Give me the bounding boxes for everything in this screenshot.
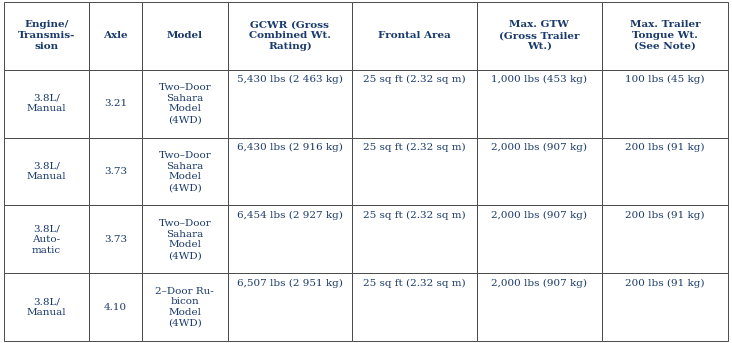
- Bar: [89, 70, 142, 138]
- Bar: [602, 138, 728, 205]
- Bar: [477, 70, 602, 138]
- Text: 6,507 lbs (2 951 kg): 6,507 lbs (2 951 kg): [237, 279, 343, 288]
- Text: Two–Door
Sahara
Model
(4WD): Two–Door Sahara Model (4WD): [158, 151, 212, 192]
- Bar: [4, 205, 89, 273]
- Text: GCWR (Gross
Combined Wt.
Rating): GCWR (Gross Combined Wt. Rating): [249, 20, 331, 51]
- Bar: [4, 70, 89, 138]
- Bar: [602, 273, 728, 341]
- Text: Engine/
Transmis-
sion: Engine/ Transmis- sion: [18, 21, 75, 51]
- Text: 25 sq ft (2.32 sq m): 25 sq ft (2.32 sq m): [363, 211, 466, 220]
- Bar: [228, 2, 352, 70]
- Text: 25 sq ft (2.32 sq m): 25 sq ft (2.32 sq m): [363, 75, 466, 84]
- Bar: [228, 138, 352, 205]
- Bar: [142, 70, 228, 138]
- Bar: [477, 205, 602, 273]
- Text: Model: Model: [167, 31, 203, 40]
- Bar: [602, 2, 728, 70]
- Bar: [89, 2, 142, 70]
- Bar: [142, 2, 228, 70]
- Text: 100 lbs (45 kg): 100 lbs (45 kg): [625, 75, 705, 84]
- Text: 2,000 lbs (907 kg): 2,000 lbs (907 kg): [491, 279, 587, 288]
- Bar: [142, 205, 228, 273]
- Bar: [4, 273, 89, 341]
- Text: 3.21: 3.21: [104, 99, 127, 108]
- Text: 200 lbs (91 kg): 200 lbs (91 kg): [625, 279, 705, 288]
- Bar: [477, 138, 602, 205]
- Text: 6,430 lbs (2 916 kg): 6,430 lbs (2 916 kg): [237, 143, 343, 152]
- Bar: [352, 273, 477, 341]
- Text: 3.73: 3.73: [104, 167, 127, 176]
- Text: 200 lbs (91 kg): 200 lbs (91 kg): [625, 143, 705, 152]
- Bar: [89, 138, 142, 205]
- Text: 25 sq ft (2.32 sq m): 25 sq ft (2.32 sq m): [363, 279, 466, 288]
- Text: Two–Door
Sahara
Model
(4WD): Two–Door Sahara Model (4WD): [158, 219, 212, 260]
- Bar: [352, 2, 477, 70]
- Text: 4.10: 4.10: [104, 303, 127, 312]
- Text: 3.73: 3.73: [104, 235, 127, 244]
- Text: 2,000 lbs (907 kg): 2,000 lbs (907 kg): [491, 143, 587, 152]
- Text: 2–Door Ru-
bicon
Model
(4WD): 2–Door Ru- bicon Model (4WD): [155, 287, 214, 328]
- Bar: [352, 70, 477, 138]
- Bar: [89, 205, 142, 273]
- Text: 2,000 lbs (907 kg): 2,000 lbs (907 kg): [491, 211, 587, 220]
- Bar: [4, 138, 89, 205]
- Bar: [602, 70, 728, 138]
- Text: Max. GTW
(Gross Trailer
Wt.): Max. GTW (Gross Trailer Wt.): [499, 21, 580, 51]
- Bar: [352, 205, 477, 273]
- Text: Frontal Area: Frontal Area: [378, 31, 451, 40]
- Text: 1,000 lbs (453 kg): 1,000 lbs (453 kg): [491, 75, 587, 84]
- Text: 5,430 lbs (2 463 kg): 5,430 lbs (2 463 kg): [237, 75, 343, 84]
- Bar: [352, 138, 477, 205]
- Bar: [228, 70, 352, 138]
- Bar: [4, 2, 89, 70]
- Bar: [228, 273, 352, 341]
- Text: Max. Trailer
Tongue Wt.
(See Note): Max. Trailer Tongue Wt. (See Note): [630, 21, 701, 51]
- Text: Two–Door
Sahara
Model
(4WD): Two–Door Sahara Model (4WD): [158, 83, 212, 124]
- Text: 3.8L/
Manual: 3.8L/ Manual: [26, 94, 66, 114]
- Bar: [477, 2, 602, 70]
- Bar: [477, 273, 602, 341]
- Text: 6,454 lbs (2 927 kg): 6,454 lbs (2 927 kg): [237, 211, 343, 220]
- Text: 25 sq ft (2.32 sq m): 25 sq ft (2.32 sq m): [363, 143, 466, 152]
- Text: 200 lbs (91 kg): 200 lbs (91 kg): [625, 211, 705, 220]
- Text: Axle: Axle: [103, 31, 128, 40]
- Text: 3.8L/
Manual: 3.8L/ Manual: [26, 297, 66, 317]
- Text: 3.8L/
Auto-
matic: 3.8L/ Auto- matic: [32, 224, 61, 255]
- Bar: [142, 138, 228, 205]
- Text: 3.8L/
Manual: 3.8L/ Manual: [26, 162, 66, 181]
- Bar: [602, 205, 728, 273]
- Bar: [89, 273, 142, 341]
- Bar: [228, 205, 352, 273]
- Bar: [142, 273, 228, 341]
